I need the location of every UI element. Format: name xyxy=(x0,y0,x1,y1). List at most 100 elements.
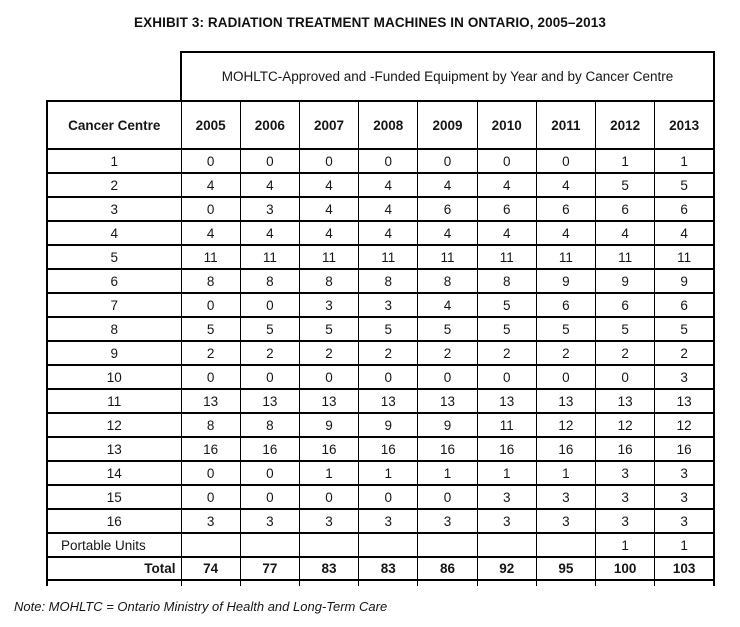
centre-11-value-2011: 13 xyxy=(535,388,597,414)
centre-2-value-2010: 4 xyxy=(476,172,537,198)
centre-14-row: 14 0 0 1 1 1 1 1 3 3 xyxy=(46,460,716,486)
centre-16-value-2009: 3 xyxy=(417,508,478,534)
centre-7-value-2010: 5 xyxy=(476,292,537,318)
centre-13-value-2009: 16 xyxy=(417,436,478,462)
centre-2-value-2006: 4 xyxy=(239,172,300,198)
centre-8-value-2009: 5 xyxy=(417,316,478,342)
centre-14-value-2007: 1 xyxy=(298,460,360,486)
border-stub-row xyxy=(46,580,716,586)
centre-16-label: 16 xyxy=(46,508,182,534)
centre-12-value-2010: 11 xyxy=(476,412,537,438)
centre-3-label: 3 xyxy=(46,196,182,222)
centre-1-value-2008: 0 xyxy=(358,148,419,174)
centre-12-value-2007: 9 xyxy=(298,412,360,438)
total-value-2012: 100 xyxy=(595,556,656,581)
centre-9-value-2006: 2 xyxy=(239,340,300,366)
col-header-year-2008: 2008 xyxy=(358,100,419,150)
centre-15-value-2008: 0 xyxy=(358,484,419,510)
centre-9-label: 9 xyxy=(46,340,182,366)
centre-5-value-2010: 11 xyxy=(476,244,537,270)
centre-1-label: 1 xyxy=(46,148,182,174)
portable-units-value-2011 xyxy=(535,532,597,558)
centre-8-value-2011: 5 xyxy=(535,316,597,342)
centre-1-value-2012: 1 xyxy=(595,148,656,174)
col-header-year-2012: 2012 xyxy=(595,100,656,150)
centre-13-value-2011: 16 xyxy=(535,436,597,462)
centre-3-value-2006: 3 xyxy=(239,196,300,222)
centre-7-value-2008: 3 xyxy=(358,292,419,318)
centre-6-value-2012: 9 xyxy=(595,268,656,294)
centre-4-value-2013: 4 xyxy=(654,220,716,246)
border-stub xyxy=(358,580,418,586)
centre-2-label: 2 xyxy=(46,172,182,198)
centre-15-label: 15 xyxy=(46,484,182,510)
centre-11-value-2010: 13 xyxy=(476,388,537,414)
radiation-machines-table: MOHLTC-Approved and -Funded Equipment by… xyxy=(46,51,716,586)
portable-units-value-2005 xyxy=(180,532,241,558)
centre-15-value-2009: 0 xyxy=(417,484,478,510)
total-value-2011: 95 xyxy=(535,556,597,581)
centre-11-row: 11 13 13 13 13 13 13 13 13 13 xyxy=(46,388,716,414)
centre-9-value-2005: 2 xyxy=(180,340,241,366)
portable-units-label: Portable Units xyxy=(46,532,182,558)
centre-10-value-2005: 0 xyxy=(180,364,241,390)
centre-1-value-2013: 1 xyxy=(654,148,716,174)
centre-9-value-2013: 2 xyxy=(654,340,716,366)
centre-16-value-2007: 3 xyxy=(298,508,360,534)
centre-7-value-2012: 6 xyxy=(595,292,656,318)
total-value-2005: 74 xyxy=(180,556,241,581)
centre-14-value-2012: 3 xyxy=(595,460,656,486)
centre-9-value-2012: 2 xyxy=(595,340,656,366)
centre-12-value-2005: 8 xyxy=(180,412,241,438)
col-header-year-2007: 2007 xyxy=(298,100,360,150)
centre-10-value-2009: 0 xyxy=(417,364,478,390)
centre-12-value-2008: 9 xyxy=(358,412,419,438)
centre-6-value-2011: 9 xyxy=(535,268,597,294)
centre-1-value-2010: 0 xyxy=(476,148,537,174)
centre-10-row: 10 0 0 0 0 0 0 0 0 3 xyxy=(46,364,716,390)
col-header-year-2011: 2011 xyxy=(535,100,597,150)
centre-11-value-2006: 13 xyxy=(239,388,300,414)
centre-16-value-2006: 3 xyxy=(239,508,300,534)
border-stub xyxy=(180,580,241,586)
centre-1-value-2007: 0 xyxy=(298,148,360,174)
centre-5-value-2007: 11 xyxy=(298,244,360,270)
centre-7-label: 7 xyxy=(46,292,182,318)
centre-13-row: 13 16 16 16 16 16 16 16 16 16 xyxy=(46,436,716,462)
border-stub xyxy=(417,580,478,586)
centre-10-value-2011: 0 xyxy=(535,364,597,390)
total-value-2007: 83 xyxy=(298,556,360,581)
centre-4-value-2010: 4 xyxy=(476,220,537,246)
centre-3-value-2013: 6 xyxy=(654,196,716,222)
total-value-2009: 86 xyxy=(417,556,478,581)
centre-12-row: 12 8 8 9 9 9 11 12 12 12 xyxy=(46,412,716,438)
total-value-2010: 92 xyxy=(476,556,537,581)
centre-6-value-2013: 9 xyxy=(654,268,716,294)
centre-5-value-2012: 11 xyxy=(595,244,656,270)
centre-4-label: 4 xyxy=(46,220,182,246)
portable-units-value-2008 xyxy=(358,532,419,558)
centre-16-value-2012: 3 xyxy=(595,508,656,534)
centre-3-value-2011: 6 xyxy=(535,196,597,222)
col-header-cancer-centre: Cancer Centre xyxy=(46,100,182,150)
centre-9-value-2007: 2 xyxy=(298,340,360,366)
centre-10-value-2008: 0 xyxy=(358,364,419,390)
centre-13-value-2006: 16 xyxy=(239,436,300,462)
portable-units-value-2009 xyxy=(417,532,478,558)
centre-6-value-2009: 8 xyxy=(417,268,478,294)
centre-15-value-2007: 0 xyxy=(298,484,360,510)
centre-10-value-2013: 3 xyxy=(654,364,716,390)
centre-14-value-2009: 1 xyxy=(417,460,478,486)
centre-12-value-2009: 9 xyxy=(417,412,478,438)
centre-2-value-2007: 4 xyxy=(298,172,360,198)
centre-13-value-2005: 16 xyxy=(180,436,241,462)
centre-13-value-2007: 16 xyxy=(298,436,360,462)
total-value-2008: 83 xyxy=(358,556,419,581)
centre-9-value-2008: 2 xyxy=(358,340,419,366)
centre-14-value-2010: 1 xyxy=(476,460,537,486)
centre-3-value-2012: 6 xyxy=(595,196,656,222)
